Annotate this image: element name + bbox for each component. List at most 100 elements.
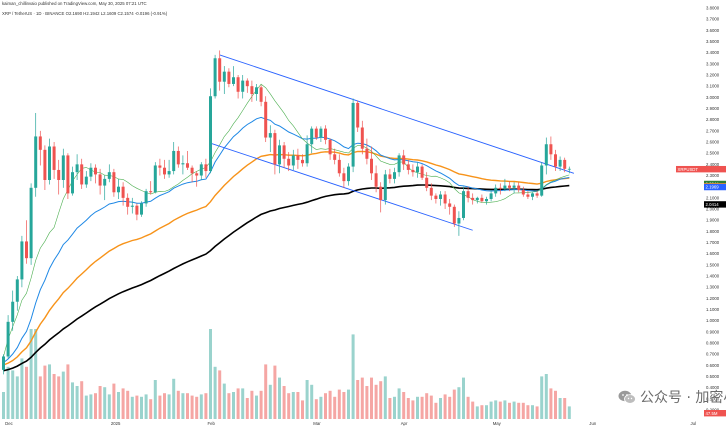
- candle-body: [508, 185, 511, 188]
- watermark-text: 公众号 · 加密小喵y: [640, 390, 726, 406]
- volume-bar: [347, 389, 350, 419]
- volume-bar: [475, 406, 479, 419]
- volume-bar: [195, 396, 199, 419]
- candle-body: [287, 158, 291, 166]
- price-tick-label: 3.1000: [706, 84, 720, 89]
- price-tick-label: 1.4000: [706, 274, 720, 279]
- candle-body: [57, 169, 61, 180]
- candle-body: [112, 172, 116, 193]
- candle-body: [48, 146, 51, 180]
- price-tick-label: 0.9000: [706, 329, 720, 334]
- volume-bar: [558, 398, 562, 419]
- candle-body: [471, 197, 475, 201]
- volume-bar: [163, 393, 166, 419]
- lower-trendline: [210, 142, 473, 231]
- candle-body: [379, 186, 383, 201]
- candle-body: [153, 165, 157, 193]
- volume-bar: [406, 398, 410, 419]
- candle-body: [305, 144, 309, 164]
- price-tick-label: 2.5000: [706, 151, 720, 156]
- price-tick-label: 2.9000: [706, 106, 720, 111]
- candle-body: [232, 77, 235, 84]
- volume-bar: [255, 395, 258, 419]
- candle-body: [94, 167, 97, 175]
- candle-body: [558, 159, 562, 167]
- volume-bar: [241, 388, 245, 419]
- volume-bar: [278, 377, 281, 419]
- candle-body: [61, 155, 65, 180]
- volume-bar: [503, 400, 507, 419]
- volume-bar: [480, 405, 484, 419]
- volume-bar: [291, 392, 295, 419]
- candle-body: [89, 167, 93, 177]
- price-tick-label: 0.4000: [706, 385, 720, 390]
- candle-body: [443, 194, 447, 204]
- candle-body: [199, 164, 203, 176]
- volume-bar: [356, 380, 360, 419]
- volume-bar: [209, 329, 212, 419]
- price-tick-label: 1.2000: [706, 296, 720, 301]
- candle-body: [314, 128, 318, 138]
- volume-bar: [264, 364, 268, 419]
- candle-body: [6, 321, 10, 357]
- volume-bar: [526, 405, 530, 419]
- candle-body: [135, 205, 139, 215]
- price-tick-label: 0.3000: [706, 396, 720, 401]
- volume-bar: [379, 381, 383, 419]
- volume-bar: [517, 402, 521, 419]
- candle-body: [38, 136, 42, 150]
- candle-body: [301, 159, 304, 164]
- candle-body: [43, 149, 47, 180]
- candle-body: [259, 87, 263, 102]
- volume-bar: [15, 376, 19, 419]
- volume-bar: [374, 384, 378, 419]
- volume-bar: [94, 393, 97, 419]
- candle-body: [462, 191, 465, 218]
- candle-body: [190, 167, 194, 174]
- candle-body: [475, 197, 479, 201]
- time-axis: Dec 2025 Feb Mar Apr May Jun Jul: [5, 421, 696, 426]
- volume-bar: [218, 370, 222, 419]
- price-label-box: [676, 165, 726, 173]
- candle-body: [494, 187, 498, 194]
- volume-bar: [388, 398, 392, 419]
- candle-body: [245, 80, 249, 87]
- candle-body: [296, 155, 300, 160]
- volume-label-text: 47.5M: [706, 411, 718, 416]
- volume-bar: [342, 392, 346, 419]
- volume-bar: [158, 395, 162, 419]
- price-tick-label: 2.3000: [706, 173, 720, 178]
- candle-body: [498, 187, 502, 189]
- candle-body: [71, 172, 74, 194]
- moving-averages-layer: [3, 83, 570, 372]
- volume-bar: [71, 382, 74, 419]
- candle-body: [213, 58, 217, 97]
- volume-bar: [296, 392, 300, 419]
- volume-bar: [80, 381, 84, 419]
- candle-body: [333, 154, 337, 160]
- candle-body: [388, 174, 392, 179]
- candle-body: [480, 197, 484, 202]
- candle-body: [452, 206, 456, 224]
- volume-bar: [89, 394, 93, 419]
- price-label-text: 2.1969: [706, 185, 720, 190]
- volume-bar: [443, 394, 447, 419]
- volume-bar: [351, 334, 355, 419]
- volume-bar: [75, 386, 79, 419]
- candle-body: [360, 127, 364, 149]
- candle-body: [34, 136, 38, 188]
- candle-body: [370, 158, 373, 174]
- candle-body: [531, 193, 534, 197]
- volume-bar: [554, 390, 557, 419]
- candle-body: [521, 190, 525, 195]
- volume-bar: [245, 398, 249, 419]
- candle-body: [282, 145, 286, 159]
- price-tick-label: 0.7000: [706, 352, 720, 357]
- volume-bar: [2, 392, 5, 419]
- price-tick-label: 2.8000: [706, 117, 720, 122]
- price-tick-label: 3.7000: [706, 17, 720, 22]
- candle-body: [222, 71, 226, 82]
- volume-layer: [2, 329, 571, 419]
